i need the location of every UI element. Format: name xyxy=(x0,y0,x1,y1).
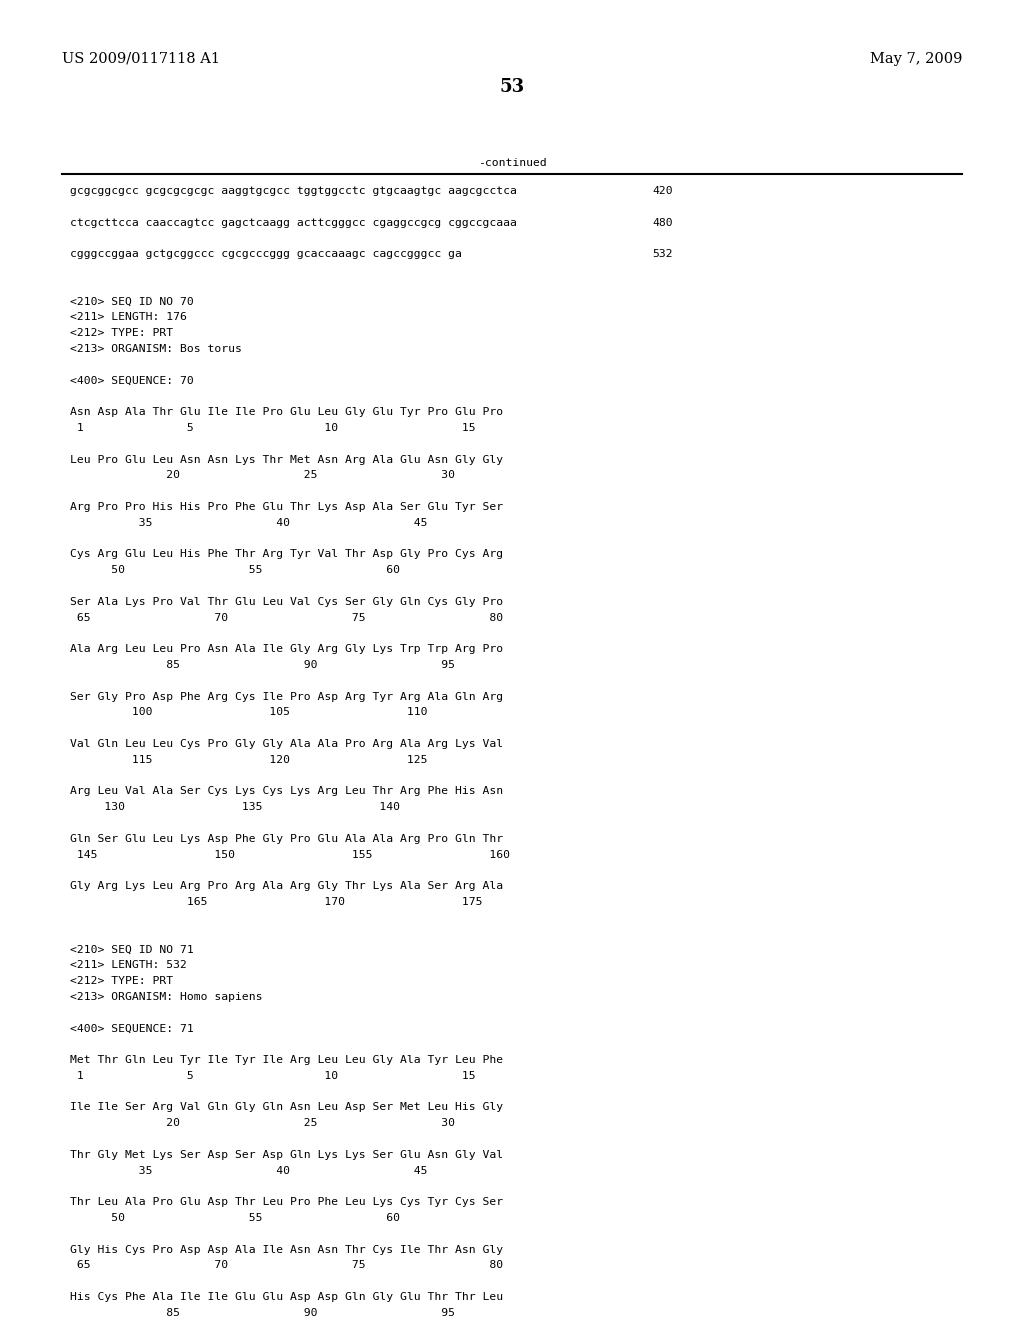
Text: <210> SEQ ID NO 70: <210> SEQ ID NO 70 xyxy=(70,297,194,306)
Text: Arg Pro Pro His His Pro Phe Glu Thr Lys Asp Ala Ser Glu Tyr Ser: Arg Pro Pro His His Pro Phe Glu Thr Lys … xyxy=(70,502,503,512)
Text: Gly His Cys Pro Asp Asp Ala Ile Asn Asn Thr Cys Ile Thr Asn Gly: Gly His Cys Pro Asp Asp Ala Ile Asn Asn … xyxy=(70,1245,503,1254)
Text: <213> ORGANISM: Homo sapiens: <213> ORGANISM: Homo sapiens xyxy=(70,991,262,1002)
Text: Asn Asp Ala Thr Glu Ile Ile Pro Glu Leu Gly Glu Tyr Pro Glu Pro: Asn Asp Ala Thr Glu Ile Ile Pro Glu Leu … xyxy=(70,407,503,417)
Text: 65                  70                  75                  80: 65 70 75 80 xyxy=(70,612,503,623)
Text: <400> SEQUENCE: 71: <400> SEQUENCE: 71 xyxy=(70,1023,194,1034)
Text: <210> SEQ ID NO 71: <210> SEQ ID NO 71 xyxy=(70,944,194,954)
Text: Ser Ala Lys Pro Val Thr Glu Leu Val Cys Ser Gly Gln Cys Gly Pro: Ser Ala Lys Pro Val Thr Glu Leu Val Cys … xyxy=(70,597,503,607)
Text: May 7, 2009: May 7, 2009 xyxy=(869,51,962,66)
Text: Ala Arg Leu Leu Pro Asn Ala Ile Gly Arg Gly Lys Trp Trp Arg Pro: Ala Arg Leu Leu Pro Asn Ala Ile Gly Arg … xyxy=(70,644,503,655)
Text: 165                 170                 175: 165 170 175 xyxy=(70,898,482,907)
Text: <212> TYPE: PRT: <212> TYPE: PRT xyxy=(70,975,173,986)
Text: 20                  25                  30: 20 25 30 xyxy=(70,470,455,480)
Text: 115                 120                 125: 115 120 125 xyxy=(70,755,427,764)
Text: 53: 53 xyxy=(500,78,524,96)
Text: Ile Ile Ser Arg Val Gln Gly Gln Asn Leu Asp Ser Met Leu His Gly: Ile Ile Ser Arg Val Gln Gly Gln Asn Leu … xyxy=(70,1102,503,1113)
Text: Met Thr Gln Leu Tyr Ile Tyr Ile Arg Leu Leu Gly Ala Tyr Leu Phe: Met Thr Gln Leu Tyr Ile Tyr Ile Arg Leu … xyxy=(70,1055,503,1065)
Text: Gln Ser Glu Leu Lys Asp Phe Gly Pro Glu Ala Ala Arg Pro Gln Thr: Gln Ser Glu Leu Lys Asp Phe Gly Pro Glu … xyxy=(70,834,503,843)
Text: Arg Leu Val Ala Ser Cys Lys Cys Lys Arg Leu Thr Arg Phe His Asn: Arg Leu Val Ala Ser Cys Lys Cys Lys Arg … xyxy=(70,787,503,796)
Text: <211> LENGTH: 532: <211> LENGTH: 532 xyxy=(70,960,186,970)
Text: <211> LENGTH: 176: <211> LENGTH: 176 xyxy=(70,313,186,322)
Text: <213> ORGANISM: Bos torus: <213> ORGANISM: Bos torus xyxy=(70,345,242,354)
Text: His Cys Phe Ala Ile Ile Glu Glu Asp Asp Gln Gly Glu Thr Thr Leu: His Cys Phe Ala Ile Ile Glu Glu Asp Asp … xyxy=(70,1292,503,1302)
Text: 1               5                   10                  15: 1 5 10 15 xyxy=(70,422,475,433)
Text: Val Gln Leu Leu Cys Pro Gly Gly Ala Ala Pro Arg Ala Arg Lys Val: Val Gln Leu Leu Cys Pro Gly Gly Ala Ala … xyxy=(70,739,503,748)
Text: 130                 135                 140: 130 135 140 xyxy=(70,803,400,812)
Text: 50                  55                  60: 50 55 60 xyxy=(70,1213,400,1224)
Text: Cys Arg Glu Leu His Phe Thr Arg Tyr Val Thr Asp Gly Pro Cys Arg: Cys Arg Glu Leu His Phe Thr Arg Tyr Val … xyxy=(70,549,503,560)
Text: cgggccggaa gctgcggccc cgcgcccggg gcaccaaagc cagccgggcc ga: cgggccggaa gctgcggccc cgcgcccggg gcaccaa… xyxy=(70,249,462,259)
Text: 20                  25                  30: 20 25 30 xyxy=(70,1118,455,1129)
Text: US 2009/0117118 A1: US 2009/0117118 A1 xyxy=(62,51,220,66)
Text: Gly Arg Lys Leu Arg Pro Arg Ala Arg Gly Thr Lys Ala Ser Arg Ala: Gly Arg Lys Leu Arg Pro Arg Ala Arg Gly … xyxy=(70,882,503,891)
Text: Ser Gly Pro Asp Phe Arg Cys Ile Pro Asp Arg Tyr Arg Ala Gln Arg: Ser Gly Pro Asp Phe Arg Cys Ile Pro Asp … xyxy=(70,692,503,702)
Text: 85                  90                  95: 85 90 95 xyxy=(70,660,455,671)
Text: Thr Gly Met Lys Ser Asp Ser Asp Gln Lys Lys Ser Glu Asn Gly Val: Thr Gly Met Lys Ser Asp Ser Asp Gln Lys … xyxy=(70,1150,503,1160)
Text: gcgcggcgcc gcgcgcgcgc aaggtgcgcc tggtggcctc gtgcaagtgc aagcgcctca: gcgcggcgcc gcgcgcgcgc aaggtgcgcc tggtggc… xyxy=(70,186,517,195)
Text: 145                 150                 155                 160: 145 150 155 160 xyxy=(70,850,510,859)
Text: 35                  40                  45: 35 40 45 xyxy=(70,517,427,528)
Text: <400> SEQUENCE: 70: <400> SEQUENCE: 70 xyxy=(70,376,194,385)
Text: 480: 480 xyxy=(652,218,673,227)
Text: 50                  55                  60: 50 55 60 xyxy=(70,565,400,576)
Text: 65                  70                  75                  80: 65 70 75 80 xyxy=(70,1261,503,1270)
Text: 85                  90                  95: 85 90 95 xyxy=(70,1308,455,1317)
Text: ctcgcttcca caaccagtcc gagctcaagg acttcgggcc cgaggccgcg cggccgcaaa: ctcgcttcca caaccagtcc gagctcaagg acttcgg… xyxy=(70,218,517,227)
Text: Leu Pro Glu Leu Asn Asn Lys Thr Met Asn Arg Ala Glu Asn Gly Gly: Leu Pro Glu Leu Asn Asn Lys Thr Met Asn … xyxy=(70,454,503,465)
Text: Thr Leu Ala Pro Glu Asp Thr Leu Pro Phe Leu Lys Cys Tyr Cys Ser: Thr Leu Ala Pro Glu Asp Thr Leu Pro Phe … xyxy=(70,1197,503,1208)
Text: 35                  40                  45: 35 40 45 xyxy=(70,1166,427,1176)
Text: 1               5                   10                  15: 1 5 10 15 xyxy=(70,1071,475,1081)
Text: <212> TYPE: PRT: <212> TYPE: PRT xyxy=(70,329,173,338)
Text: 100                 105                 110: 100 105 110 xyxy=(70,708,427,717)
Text: 420: 420 xyxy=(652,186,673,195)
Text: -continued: -continued xyxy=(477,158,547,168)
Text: 532: 532 xyxy=(652,249,673,259)
